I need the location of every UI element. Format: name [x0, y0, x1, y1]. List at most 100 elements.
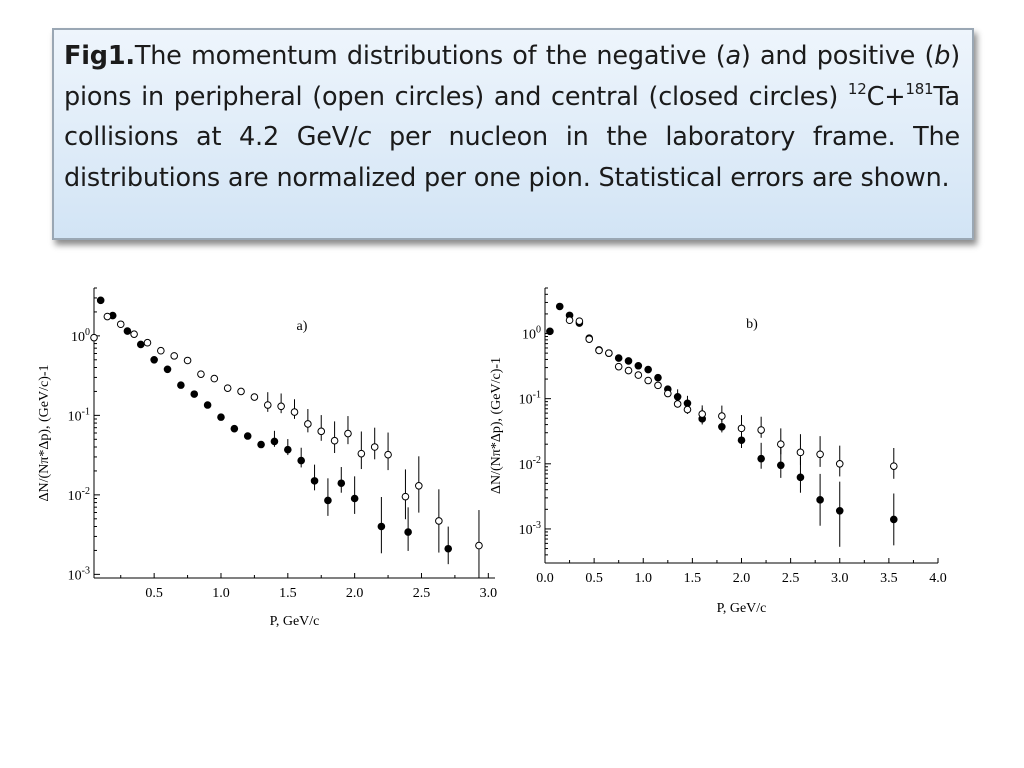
- x-tick-label: 3.0: [831, 571, 849, 586]
- closed-circle-point: [150, 355, 158, 364]
- open-circle-point: [210, 374, 219, 383]
- open-circle-point: [401, 492, 410, 501]
- open-circle-point: [683, 405, 692, 414]
- open-circle-point: [344, 429, 352, 438]
- closed-circle-point: [737, 436, 746, 445]
- open-circle-point: [435, 517, 443, 525]
- open-circle-point: [644, 376, 652, 385]
- closed-circle-point: [404, 528, 412, 536]
- caption-text: per nucleon in the laboratory frame. The…: [64, 122, 960, 193]
- closed-circle-point: [96, 296, 105, 305]
- y-tick-label: 100: [522, 325, 541, 343]
- open-circle-point: [634, 371, 643, 379]
- open-circle-point: [223, 384, 232, 392]
- closed-circle-point: [757, 454, 765, 463]
- x-tick-label: 2.5: [782, 571, 800, 586]
- x-tick-label: 4.0: [929, 571, 947, 586]
- open-circle-point: [130, 330, 138, 338]
- closed-circle-point: [243, 432, 252, 440]
- caption-text: ) and positive (: [740, 41, 935, 71]
- closed-circle-point: [217, 413, 225, 421]
- y-tick-label: 10-3: [68, 565, 90, 583]
- open-circle-point: [384, 450, 392, 459]
- open-circle-point: [143, 338, 152, 347]
- open-circle-point: [157, 346, 165, 355]
- x-tick-label: 2.0: [346, 586, 364, 601]
- open-circle-point: [654, 381, 662, 390]
- open-circle-point: [698, 410, 707, 418]
- caption-text: The momentum distributions of the negati…: [134, 41, 726, 71]
- open-circle-point: [475, 541, 483, 550]
- open-circle-point: [277, 402, 285, 411]
- caption-c: c: [357, 122, 372, 152]
- open-circle-point: [263, 401, 272, 409]
- closed-circle-point: [644, 365, 652, 374]
- y-tick-label: 100: [71, 327, 90, 345]
- open-circle-point: [290, 408, 299, 416]
- closed-circle-point: [190, 390, 199, 398]
- open-circle-point: [330, 436, 339, 445]
- open-circle-point: [889, 462, 898, 470]
- open-circle-point: [304, 420, 312, 428]
- panel-label: b): [746, 317, 758, 332]
- open-circle-point: [796, 448, 805, 457]
- closed-circle-point: [123, 327, 132, 335]
- x-tick-label: 0.5: [585, 571, 603, 586]
- open-circle-point: [197, 370, 205, 378]
- x-tick-label: 1.5: [279, 586, 297, 601]
- caption-text: ) pions in peripheral (open circles) and…: [64, 41, 960, 112]
- panel-label: a): [297, 319, 308, 334]
- y-tick-label: 10-1: [68, 406, 90, 424]
- x-axis-label: P, GeV/c: [717, 601, 767, 616]
- figure-caption: Fig1.The momentum distributions of the n…: [52, 28, 974, 240]
- closed-circle-point: [835, 506, 844, 515]
- closed-circle-point: [163, 365, 172, 374]
- open-circle-point: [250, 393, 259, 401]
- open-circle-point: [370, 443, 379, 451]
- open-circle-point: [737, 424, 746, 433]
- y-tick-label: 10-2: [519, 455, 541, 473]
- closed-circle-point: [284, 445, 292, 454]
- x-tick-label: 1.0: [635, 571, 653, 586]
- x-tick-label: 2.5: [413, 586, 431, 601]
- open-circle-point: [605, 349, 613, 357]
- closed-circle-point: [614, 354, 623, 362]
- closed-circle-point: [324, 496, 332, 505]
- open-circle-point: [103, 312, 112, 321]
- x-tick-label: 1.5: [684, 571, 702, 586]
- x-tick-label: 0.5: [145, 586, 163, 601]
- closed-circle-point: [270, 437, 279, 446]
- caption-text: Ta collisions at 4.2 GeV/: [64, 81, 960, 153]
- closed-circle-point: [555, 302, 564, 311]
- open-circle-point: [718, 412, 726, 420]
- open-circle-point: [565, 316, 574, 325]
- open-circle-point: [816, 450, 824, 459]
- open-circle-point: [170, 352, 178, 360]
- closed-circle-point: [230, 424, 239, 433]
- closed-circle-point: [350, 494, 359, 503]
- open-circle-point: [317, 427, 326, 436]
- open-circle-point: [664, 389, 672, 398]
- x-tick-label: 3.0: [480, 586, 498, 601]
- closed-circle-point: [624, 357, 633, 365]
- open-circle-point: [624, 366, 633, 375]
- y-tick-label: 10-1: [519, 390, 541, 408]
- closed-circle-point: [337, 479, 346, 488]
- caption-sup: 181: [905, 79, 934, 98]
- closed-circle-point: [310, 477, 319, 485]
- open-circle-point: [585, 335, 594, 343]
- y-axis-label: ΔN/(Nπ*Δp), (GeV/c)-1: [37, 364, 52, 501]
- x-axis-label: P, GeV/c: [270, 614, 320, 629]
- y-tick-label: 10-3: [519, 520, 541, 538]
- x-tick-label: 2.0: [733, 571, 751, 586]
- open-circle-point: [757, 426, 765, 434]
- closed-circle-point: [777, 461, 785, 470]
- x-tick-label: 1.0: [212, 586, 230, 601]
- open-circle-point: [575, 317, 584, 325]
- open-circle-point: [183, 356, 192, 365]
- open-circle-point: [237, 387, 245, 396]
- open-circle-point: [415, 482, 423, 490]
- open-circle-point: [614, 362, 623, 371]
- caption-sup: 12: [847, 79, 867, 98]
- caption-b: b: [934, 41, 951, 71]
